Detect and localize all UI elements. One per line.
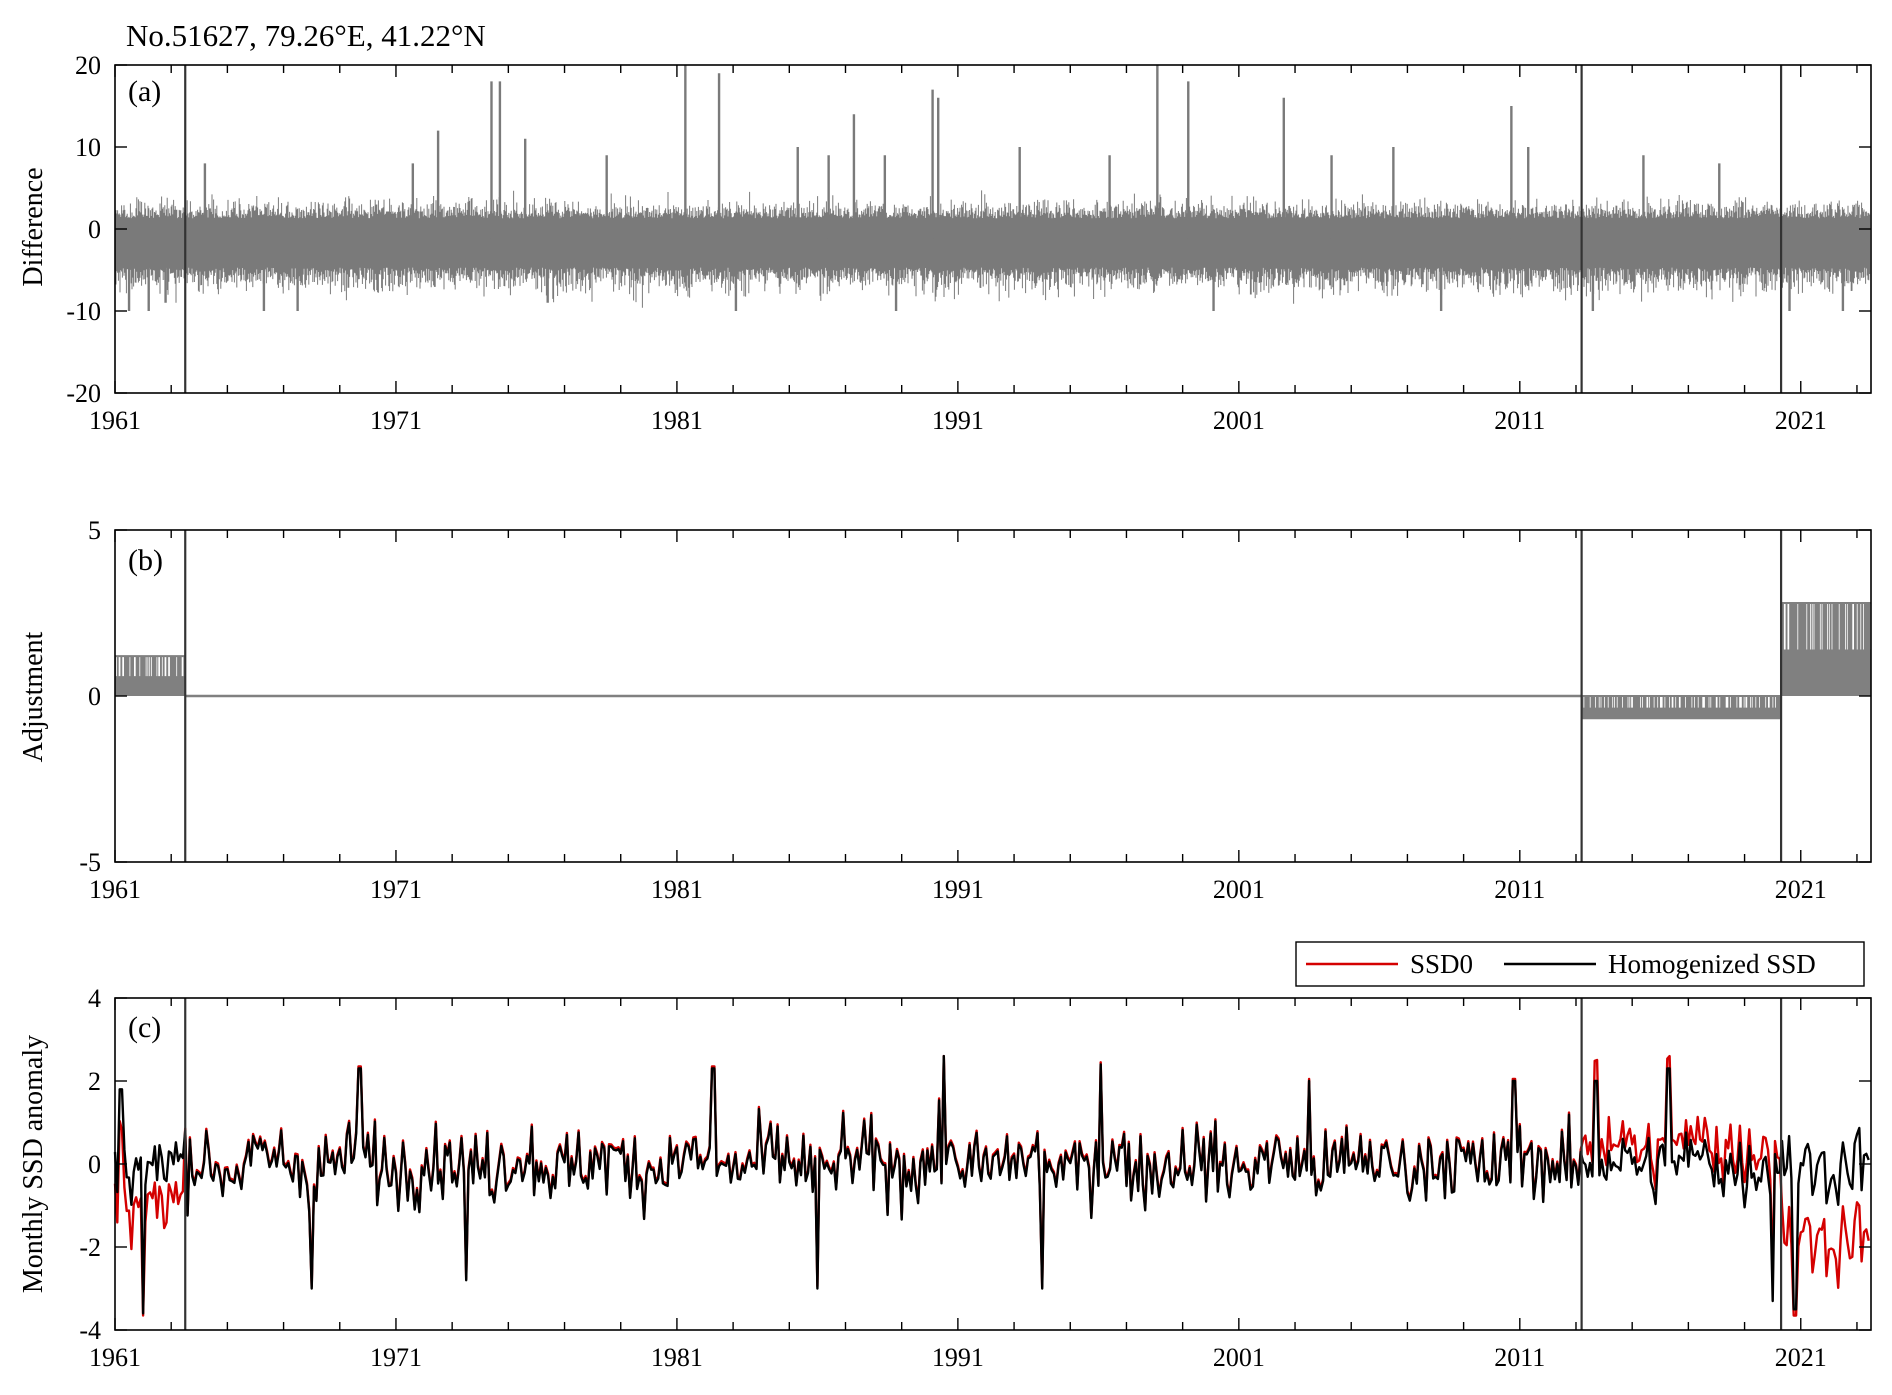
y-axis-title: Monthly SSD anomaly — [18, 1035, 49, 1293]
x-tick-label: 2021 — [1775, 406, 1827, 435]
y-axis: -20 -10 0 10 20 — [66, 51, 1871, 408]
x-tick-label: 1971 — [370, 1343, 422, 1372]
series-line-homogenized — [113, 1054, 1870, 1315]
y-tick-label: 0 — [88, 682, 101, 711]
x-tick-label: 1991 — [932, 406, 984, 435]
y-tick-label: -2 — [79, 1233, 101, 1262]
y-tick-label: 5 — [88, 516, 101, 545]
panel-label: (b) — [128, 544, 163, 577]
x-tick-label: 2021 — [1775, 1343, 1827, 1372]
breakpoint-lines — [184, 530, 1783, 862]
adjustment-series — [115, 602, 1872, 720]
difference-band — [115, 190, 1871, 308]
legend: SSD0 Homogenized SSD — [1295, 941, 1865, 987]
y-axis: -4 -2 0 2 4 — [79, 984, 1871, 1345]
breakpoint-lines — [184, 65, 1783, 393]
adjustment-segment — [1781, 603, 1872, 696]
y-tick-label: 0 — [88, 215, 101, 244]
x-tick-label: 1981 — [651, 875, 703, 904]
y-tick-label: 4 — [88, 984, 101, 1013]
x-axis: 1961 1971 1981 1991 2001 2011 2021 — [89, 65, 1858, 435]
x-tick-label: 1971 — [370, 875, 422, 904]
legend-label-homogenized: Homogenized SSD — [1608, 949, 1816, 979]
x-tick-label: 1961 — [89, 406, 141, 435]
difference-series — [115, 65, 1871, 311]
x-tick-label: 2001 — [1213, 875, 1265, 904]
y-tick-label: -20 — [66, 379, 101, 408]
x-tick-label: 1971 — [370, 406, 422, 435]
x-tick-label: 1981 — [651, 406, 703, 435]
y-axis-title: Adjustment — [18, 631, 49, 762]
adjustment-segment — [115, 656, 186, 696]
panel-a-difference: 1961 1971 1981 1991 2001 2011 2021 -20 -10 0 10 20… — [18, 51, 1872, 435]
x-axis: 1961 1971 1981 1991 2001 2011 2021 — [89, 998, 1858, 1372]
adjustment-segment — [1581, 696, 1782, 720]
figure-title: No.51627, 79.26°E, 41.22°N — [126, 18, 486, 53]
x-tick-label: 2011 — [1494, 875, 1545, 904]
y-tick-label: 2 — [88, 1067, 101, 1096]
panel-b-adjustment: 1961 1971 1981 1991 2001 2011 2021 -5 0 5 (b) Ad… — [18, 516, 1872, 904]
y-axis: -5 0 5 — [79, 516, 1871, 877]
legend-label-ssd0: SSD0 — [1410, 949, 1473, 979]
panel-label: (a) — [128, 75, 161, 108]
x-tick-label: 2001 — [1213, 1343, 1265, 1372]
breakpoint-lines — [184, 998, 1783, 1330]
panel-c-monthly-anomaly: 1961 1971 1981 1991 2001 2011 2021 -4 -2 0 2 4 (c)… — [18, 941, 1872, 1372]
x-axis: 1961 1971 1981 1991 2001 2011 2021 — [89, 530, 1858, 904]
x-tick-label: 2011 — [1494, 1343, 1545, 1372]
x-tick-label: 2001 — [1213, 406, 1265, 435]
x-tick-label: 1981 — [651, 1343, 703, 1372]
x-tick-label: 1961 — [89, 1343, 141, 1372]
y-tick-label: -10 — [66, 297, 101, 326]
x-tick-label: 2021 — [1775, 875, 1827, 904]
panel-label: (c) — [128, 1011, 161, 1044]
y-tick-label: 0 — [88, 1150, 101, 1179]
anomaly-series — [113, 1054, 1870, 1317]
y-tick-label: -5 — [79, 848, 101, 877]
y-tick-label: -4 — [79, 1316, 101, 1345]
x-tick-label: 2011 — [1494, 406, 1545, 435]
x-tick-label: 1991 — [932, 1343, 984, 1372]
y-tick-label: 10 — [75, 133, 101, 162]
x-tick-label: 1961 — [89, 875, 141, 904]
y-axis-title: Difference — [18, 167, 49, 286]
y-tick-label: 20 — [75, 51, 101, 80]
x-tick-label: 1991 — [932, 875, 984, 904]
